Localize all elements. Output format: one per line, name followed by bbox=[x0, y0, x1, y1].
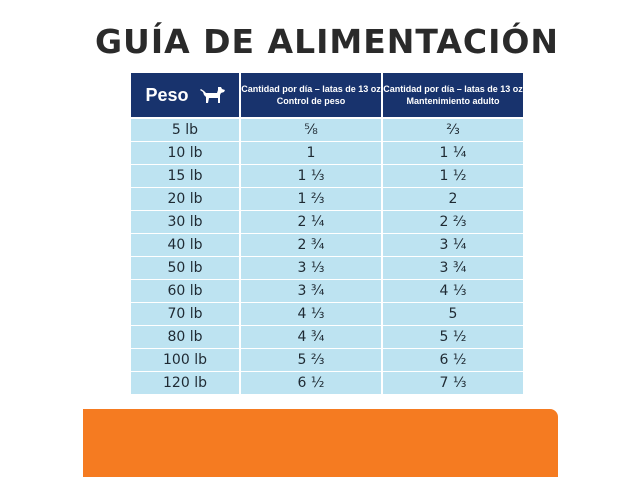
orange-banner bbox=[83, 409, 558, 477]
control-cell: 1 ⅔ bbox=[241, 188, 381, 210]
maintenance-cell: ⅔ bbox=[383, 118, 523, 141]
weight-cell: 100 lb bbox=[131, 349, 239, 371]
maintenance-cell: 2 bbox=[383, 188, 523, 210]
weight-cell: 60 lb bbox=[131, 280, 239, 302]
control-cell: 5 ⅔ bbox=[241, 349, 381, 371]
weight-cell: 50 lb bbox=[131, 257, 239, 279]
maintenance-cell: 3 ¼ bbox=[383, 234, 523, 256]
maintenance-cell: 5 bbox=[383, 303, 523, 325]
page-title: GUÍA DE ALIMENTACIÓN bbox=[94, 22, 560, 61]
weight-cell: 120 lb bbox=[131, 372, 239, 394]
weight-header-label: Peso bbox=[145, 84, 189, 105]
maintenance-cell: 5 ½ bbox=[383, 326, 523, 348]
control-cell: 2 ¼ bbox=[241, 211, 381, 233]
control-cell: 1 bbox=[241, 142, 381, 164]
table-row: 100 lb 5 ⅔ 6 ½ bbox=[131, 349, 523, 371]
maintenance-cell: 1 ½ bbox=[383, 165, 523, 187]
maintenance-cell: 3 ¾ bbox=[383, 257, 523, 279]
table-row: 10 lb 1 1 ¼ bbox=[131, 142, 523, 164]
feeding-table: Peso Cantidad por día – latas de 13 oz C… bbox=[129, 72, 525, 395]
control-cell: ⅝ bbox=[241, 118, 381, 141]
weight-cell: 10 lb bbox=[131, 142, 239, 164]
table-row: 70 lb 4 ⅓ 5 bbox=[131, 303, 523, 325]
control-cell: 6 ½ bbox=[241, 372, 381, 394]
control-header-line2: Control de peso bbox=[276, 96, 346, 106]
weight-cell: 40 lb bbox=[131, 234, 239, 256]
maintenance-column-header: Cantidad por día – latas de 13 oz Manten… bbox=[383, 73, 523, 117]
maintenance-cell: 4 ⅓ bbox=[383, 280, 523, 302]
table-row: 20 lb 1 ⅔ 2 bbox=[131, 188, 523, 210]
control-cell: 3 ¾ bbox=[241, 280, 381, 302]
maintenance-header-line1: Cantidad por día – latas de 13 oz bbox=[383, 84, 523, 94]
table-row: 5 lb ⅝ ⅔ bbox=[131, 118, 523, 141]
table-header-row: Peso Cantidad por día – latas de 13 oz C… bbox=[131, 73, 523, 117]
table-row: 50 lb 3 ⅓ 3 ¾ bbox=[131, 257, 523, 279]
control-cell: 2 ¾ bbox=[241, 234, 381, 256]
table-row: 80 lb 4 ¾ 5 ½ bbox=[131, 326, 523, 348]
table-row: 40 lb 2 ¾ 3 ¼ bbox=[131, 234, 523, 256]
weight-cell: 15 lb bbox=[131, 165, 239, 187]
control-cell: 4 ⅓ bbox=[241, 303, 381, 325]
weight-cell: 20 lb bbox=[131, 188, 239, 210]
control-cell: 4 ¾ bbox=[241, 326, 381, 348]
maintenance-cell: 2 ⅔ bbox=[383, 211, 523, 233]
control-cell: 3 ⅓ bbox=[241, 257, 381, 279]
maintenance-header-line2: Mantenimiento adulto bbox=[406, 96, 500, 106]
weight-cell: 30 lb bbox=[131, 211, 239, 233]
maintenance-cell: 6 ½ bbox=[383, 349, 523, 371]
weight-cell: 70 lb bbox=[131, 303, 239, 325]
maintenance-cell: 7 ⅓ bbox=[383, 372, 523, 394]
weight-cell: 5 lb bbox=[131, 118, 239, 141]
weight-cell: 80 lb bbox=[131, 326, 239, 348]
dog-icon bbox=[199, 85, 225, 105]
table-row: 15 lb 1 ⅓ 1 ½ bbox=[131, 165, 523, 187]
table-row: 120 lb 6 ½ 7 ⅓ bbox=[131, 372, 523, 394]
weight-column-header: Peso bbox=[131, 73, 239, 117]
table-row: 30 lb 2 ¼ 2 ⅔ bbox=[131, 211, 523, 233]
control-column-header: Cantidad por día – latas de 13 oz Contro… bbox=[241, 73, 381, 117]
table-row: 60 lb 3 ¾ 4 ⅓ bbox=[131, 280, 523, 302]
control-header-line1: Cantidad por día – latas de 13 oz bbox=[241, 84, 381, 94]
control-cell: 1 ⅓ bbox=[241, 165, 381, 187]
maintenance-cell: 1 ¼ bbox=[383, 142, 523, 164]
